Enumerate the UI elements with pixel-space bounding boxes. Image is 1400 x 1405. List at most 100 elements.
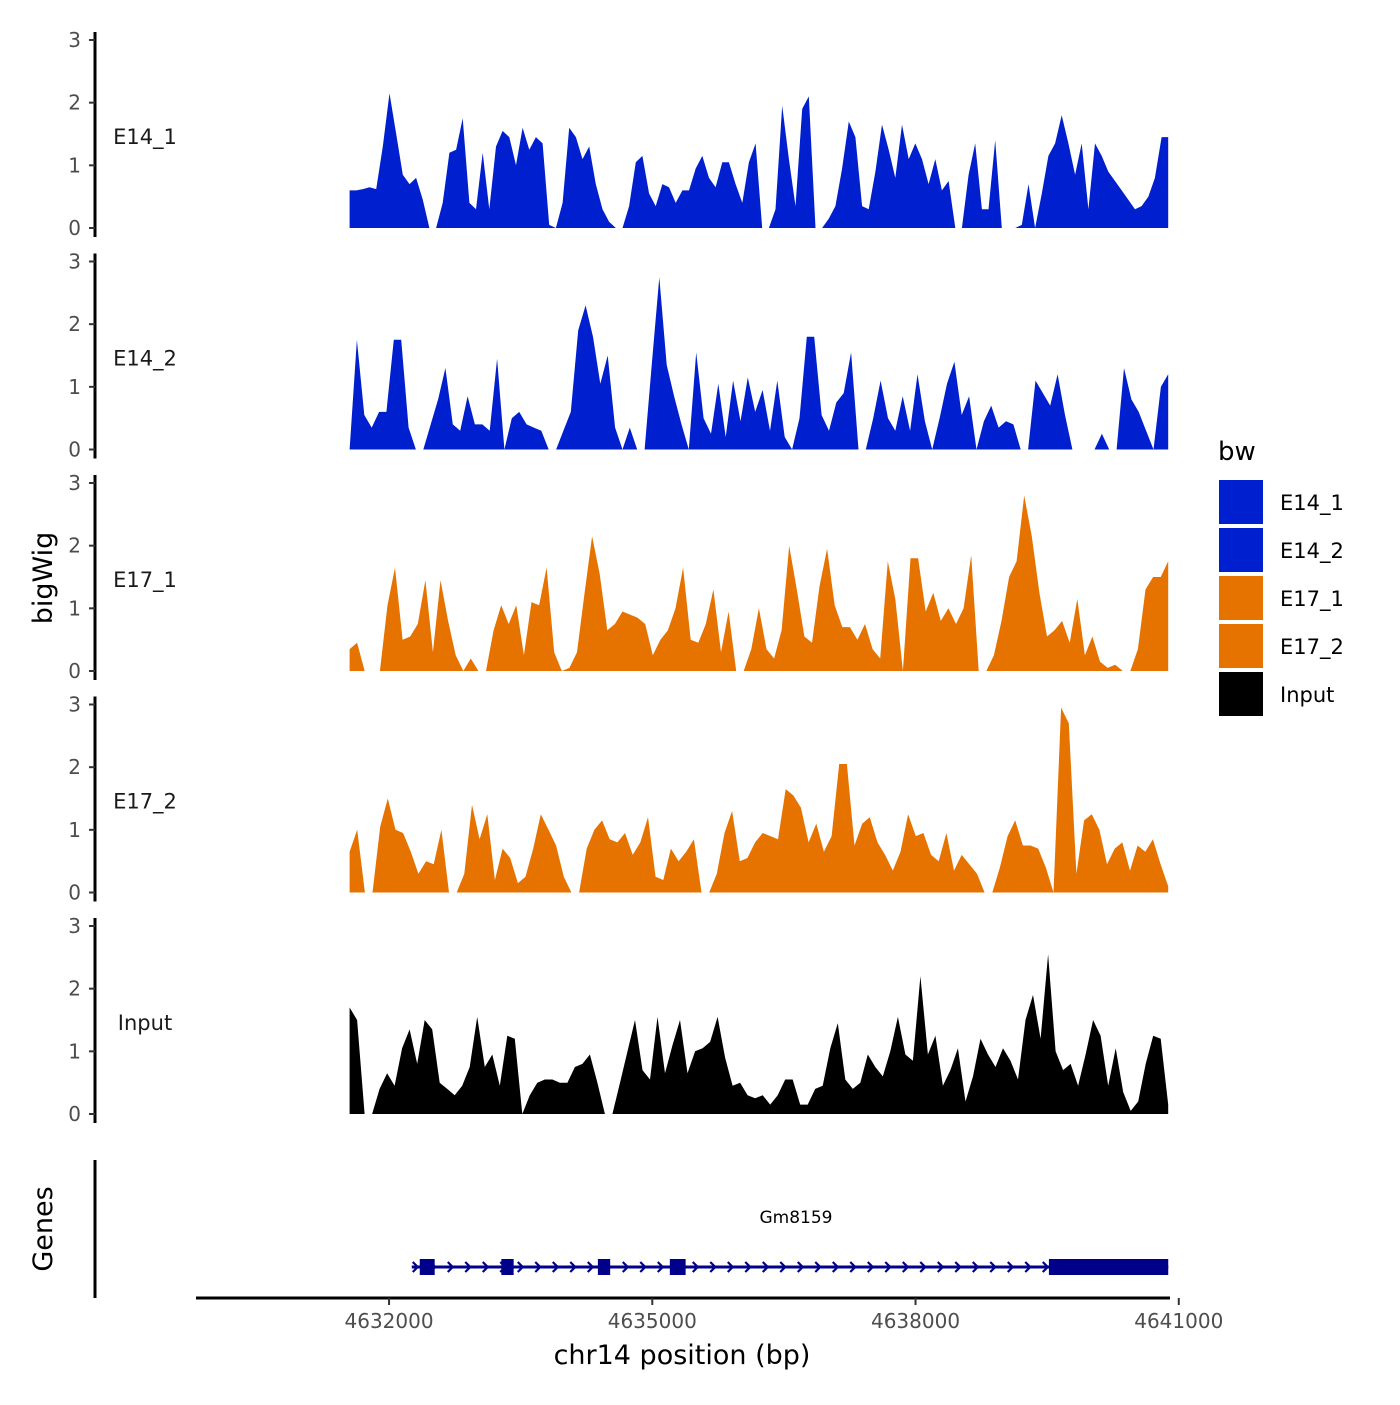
track-E17_1: 0 1 2 3 E17_1 <box>68 471 1169 683</box>
y-tick-label: 0 <box>68 216 81 240</box>
y-tick-label: 1 <box>68 375 81 399</box>
y-tick-label: 1 <box>68 153 81 177</box>
gene-exon <box>419 1259 435 1275</box>
strand-arrow <box>726 1261 735 1273</box>
area-E14_2 <box>349 277 1169 450</box>
strand-arrow <box>814 1261 822 1273</box>
strand-arrow <box>446 1261 455 1273</box>
gene-exon <box>669 1259 686 1275</box>
strand-arrow <box>936 1261 945 1273</box>
y-tick-label: 3 <box>68 471 81 495</box>
x-axis: 4632000 4635000 4638000 4641000 <box>196 1296 1223 1333</box>
strand-arrow <box>849 1261 857 1273</box>
track-E14_1: 0 1 2 3 E14_1 <box>68 28 1169 240</box>
strand-arrow <box>534 1261 542 1273</box>
area-E17_1 <box>349 495 1169 671</box>
legend-swatch <box>1219 576 1263 620</box>
strand-arrow <box>1006 1261 1015 1273</box>
strand-arrow <box>796 1261 805 1273</box>
y-tick-label: 2 <box>68 312 81 336</box>
gene-exon <box>597 1259 611 1275</box>
strand-arrow <box>761 1261 770 1273</box>
genes-layer: Gm8159 <box>93 1160 1169 1298</box>
strand-arrow <box>1041 1261 1050 1273</box>
gene-Gm8159: Gm8159 <box>411 1208 1169 1275</box>
y-tick-label: 1 <box>68 1039 81 1063</box>
strand-arrow <box>831 1261 840 1273</box>
strand-arrow <box>971 1261 980 1273</box>
gene-exon <box>501 1259 514 1275</box>
strand-arrow <box>481 1261 490 1273</box>
track-label: E17_1 <box>113 568 177 593</box>
legend-item-Input: Input <box>1219 672 1334 716</box>
legend-label: E14_1 <box>1280 491 1344 516</box>
strand-arrow <box>464 1261 472 1273</box>
strand-arrow <box>411 1261 420 1273</box>
legend-label: E17_1 <box>1280 587 1344 612</box>
legend-item-E14_1: E14_1 <box>1219 480 1344 524</box>
track-label: Input <box>118 1011 172 1035</box>
y-tick-label: 2 <box>68 91 81 115</box>
legend-swatch <box>1219 624 1263 668</box>
tracks-layer: 0 1 2 3 E14_1 0 1 2 3 E14_2 0 1 2 3 E17_1 0 1 2 3 E17_2 0 1 2 3… <box>68 28 1169 1126</box>
track-E14_2: 0 1 2 3 E14_2 <box>68 250 1169 462</box>
y-tick-label: 0 <box>68 1102 81 1126</box>
legend-swatch <box>1219 528 1263 572</box>
gene-exon <box>1048 1259 1169 1275</box>
strand-arrow <box>691 1261 700 1273</box>
legend-item-E17_1: E17_1 <box>1219 576 1344 620</box>
strand-arrow <box>621 1261 630 1273</box>
strand-arrow <box>656 1261 665 1273</box>
legend-label: E14_2 <box>1280 539 1344 564</box>
strand-arrow <box>954 1261 962 1273</box>
strand-arrow <box>586 1261 595 1273</box>
track-Input: 0 1 2 3 Input <box>68 914 1169 1126</box>
strand-arrow <box>779 1261 787 1273</box>
strand-arrow <box>516 1261 525 1273</box>
area-E14_1 <box>349 93 1169 228</box>
track-label: E17_2 <box>113 790 177 815</box>
strand-arrow <box>884 1261 892 1273</box>
y-tick-label: 2 <box>68 977 81 1001</box>
y-tick-label: 0 <box>68 438 81 462</box>
strand-arrow <box>1024 1261 1032 1273</box>
strand-arrow <box>866 1261 875 1273</box>
legend-item-E17_2: E17_2 <box>1219 624 1344 668</box>
y-tick-label: 2 <box>68 534 81 558</box>
track-E17_2: 0 1 2 3 E17_2 <box>68 693 1169 905</box>
y-tick-label: 3 <box>68 914 81 938</box>
y-tick-label: 3 <box>68 693 81 717</box>
x-tick-label: 4641000 <box>1134 1309 1223 1333</box>
strand-arrow <box>551 1261 560 1273</box>
strand-arrow <box>989 1261 997 1273</box>
track-label: E14_1 <box>113 125 177 150</box>
x-tick-label: 4635000 <box>608 1309 697 1333</box>
x-tick-label: 4638000 <box>871 1309 960 1333</box>
legend-label: E17_2 <box>1280 635 1344 660</box>
y-tick-label: 1 <box>68 596 81 620</box>
legend-title: bw <box>1218 437 1256 467</box>
legend-swatch <box>1219 480 1263 524</box>
y-tick-label: 0 <box>68 881 81 905</box>
track-label: E14_2 <box>113 347 177 372</box>
legend-label: Input <box>1280 683 1334 707</box>
genes-axis-title: Genes <box>28 1186 59 1271</box>
legend-swatch <box>1219 672 1263 716</box>
legend-item-E14_2: E14_2 <box>1219 528 1344 572</box>
area-E17_2 <box>349 707 1169 893</box>
strand-arrow <box>901 1261 910 1273</box>
y-tick-label: 0 <box>68 659 81 683</box>
strand-arrow <box>639 1261 647 1273</box>
x-tick-label: 4632000 <box>345 1309 434 1333</box>
strand-arrow <box>919 1261 927 1273</box>
area-Input <box>349 954 1169 1114</box>
legend: E14_1 E14_2 E17_1 E17_2 Input <box>1219 480 1344 716</box>
y-tick-label: 3 <box>68 28 81 52</box>
gene-name-label: Gm8159 <box>760 1208 833 1228</box>
y-axis-title: bigWig <box>28 532 59 625</box>
strand-arrow <box>569 1261 577 1273</box>
y-tick-label: 2 <box>68 755 81 779</box>
strand-arrow <box>709 1261 717 1273</box>
